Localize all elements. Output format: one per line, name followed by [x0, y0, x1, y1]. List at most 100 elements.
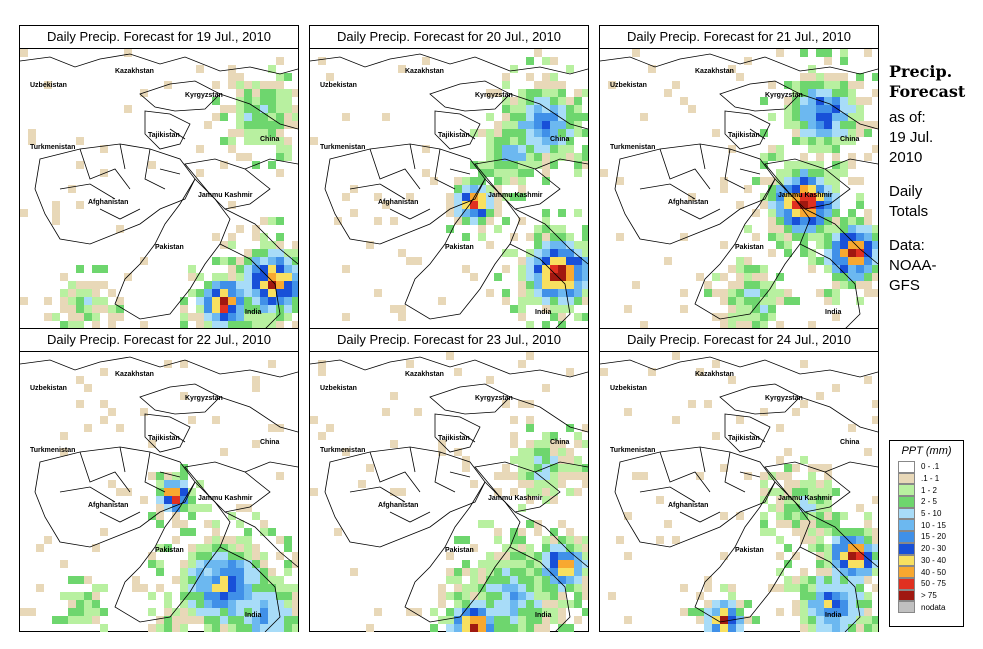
precip-cell	[864, 376, 872, 384]
precip-cell	[816, 129, 824, 137]
precip-cell	[840, 169, 848, 177]
precip-cell	[776, 241, 784, 249]
precip-cell	[260, 552, 268, 560]
precip-cell	[534, 456, 542, 464]
precip-cell	[292, 552, 298, 560]
precip-cell	[470, 576, 478, 584]
precip-cell	[832, 544, 840, 552]
precip-cell	[502, 297, 510, 305]
precip-cell	[808, 544, 816, 552]
precip-cell	[164, 592, 172, 600]
precip-cell	[574, 313, 582, 321]
outline-admin	[349, 431, 476, 523]
precip-cell	[574, 568, 582, 576]
precip-cell	[816, 73, 824, 81]
precip-cell	[848, 624, 856, 632]
precip-cell	[534, 584, 542, 592]
precip-cell	[856, 81, 864, 89]
precip-cell	[792, 600, 800, 608]
precip-cell	[526, 424, 534, 432]
precip-cell	[816, 161, 824, 169]
precip-cell	[784, 544, 792, 552]
panel-title: Daily Precip. Forecast for 21 Jul., 2010	[600, 26, 878, 49]
label-india: India	[825, 309, 841, 316]
precip-cell	[840, 121, 848, 129]
precip-cell	[550, 281, 558, 289]
precip-cell	[784, 496, 792, 504]
precip-cell	[220, 576, 228, 584]
precip-cell	[542, 584, 550, 592]
precip-cell	[494, 137, 502, 145]
precip-cell	[848, 544, 856, 552]
map-labels: Kazakhstan Uzbekistan Kyrgyzstan Tajikis…	[320, 68, 570, 316]
precip-cell	[566, 472, 574, 480]
precip-cell	[566, 265, 574, 273]
precip-cell	[800, 225, 808, 233]
precip-cell	[582, 249, 588, 257]
precip-cell	[550, 496, 558, 504]
precip-cell	[808, 193, 816, 201]
precip-cell	[808, 488, 816, 496]
as-of-year: 2010	[889, 149, 923, 166]
precip-cell	[542, 576, 550, 584]
precip-cell	[236, 297, 244, 305]
precip-cell	[832, 488, 840, 496]
precip-cell	[696, 616, 704, 624]
precip-cell	[574, 289, 582, 297]
precip-cell	[108, 480, 116, 488]
precip-cell	[872, 536, 878, 544]
precip-cell	[566, 105, 574, 113]
precip-cell	[534, 97, 542, 105]
precip-cell	[608, 81, 616, 89]
outline-kashmir	[474, 158, 561, 210]
label-jammu-kashmir: Jammu Kashmir	[488, 495, 543, 502]
precip-cell	[502, 568, 510, 576]
precip-cell	[816, 616, 824, 624]
precip-cell	[252, 265, 260, 273]
precip-cell	[832, 624, 840, 632]
precip-cell	[486, 241, 494, 249]
precip-cell	[164, 472, 172, 480]
precip-cell	[76, 265, 84, 273]
precip-cell	[366, 464, 374, 472]
precip-cell	[534, 105, 542, 113]
precip-cell	[808, 121, 816, 129]
precip-cell	[244, 113, 252, 121]
precip-cell	[808, 608, 816, 616]
precip-cell	[276, 536, 284, 544]
precip-cell	[220, 616, 228, 624]
precip-cell	[800, 584, 808, 592]
precip-cell	[268, 528, 276, 536]
precip-cell	[824, 297, 832, 305]
precip-cell	[494, 584, 502, 592]
precip-cell	[864, 49, 872, 57]
precip-cell	[518, 185, 526, 193]
precip-cell	[744, 273, 752, 281]
precip-cell	[244, 544, 252, 552]
precip-field	[600, 49, 878, 329]
precip-cell	[816, 217, 824, 225]
precip-cell	[212, 321, 220, 329]
precip-cell	[486, 193, 494, 201]
precip-cell	[832, 217, 840, 225]
precip-cell	[840, 265, 848, 273]
precip-cell	[542, 217, 550, 225]
label-uzbekistan: Uzbekistan	[610, 385, 647, 392]
precip-cell	[648, 65, 656, 73]
precip-cell	[276, 97, 284, 105]
outline-india	[509, 208, 588, 329]
precip-cell	[800, 121, 808, 129]
precip-cell	[268, 265, 276, 273]
precip-cell	[20, 297, 28, 305]
precip-cell	[188, 568, 196, 576]
precip-cell	[816, 576, 824, 584]
data-source-1: NOAA-	[889, 257, 937, 274]
precip-cell	[534, 616, 542, 624]
precip-cell	[542, 281, 550, 289]
precip-cell	[236, 73, 244, 81]
precip-cell	[252, 257, 260, 265]
precip-cell	[390, 488, 398, 496]
precip-cell	[172, 608, 180, 616]
precip-cell	[494, 576, 502, 584]
precip-cell	[358, 480, 366, 488]
